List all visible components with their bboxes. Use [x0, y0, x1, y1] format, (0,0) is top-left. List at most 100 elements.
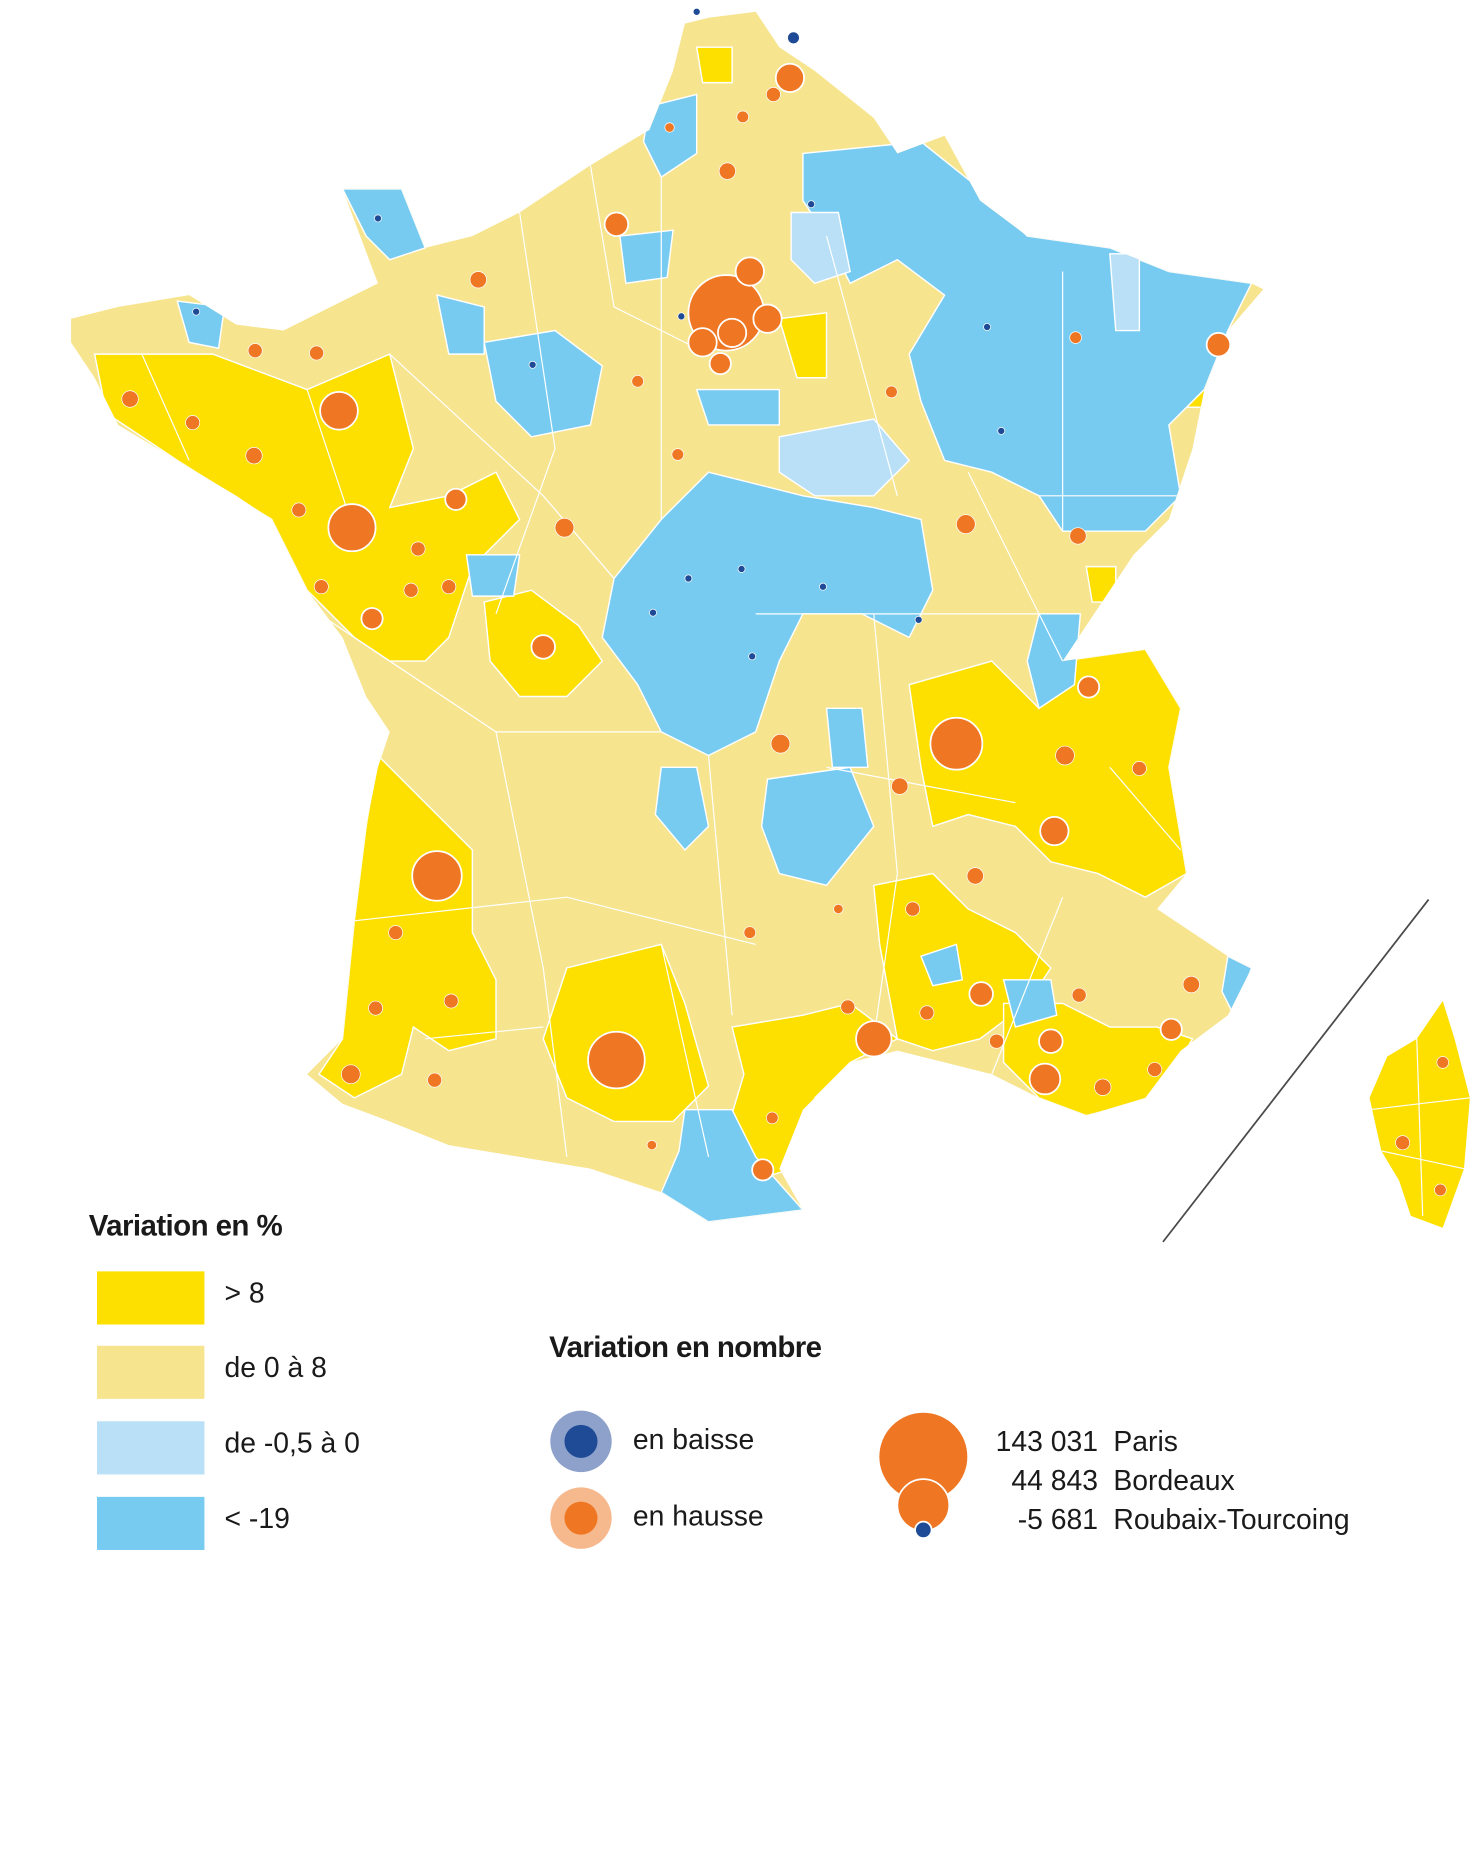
border	[1369, 1097, 1470, 1111]
legend-dot	[564, 1501, 598, 1535]
border	[354, 896, 756, 945]
city-circle	[968, 981, 994, 1007]
city-circle	[631, 375, 644, 388]
city-circle	[914, 615, 923, 624]
city-circle	[1038, 1028, 1064, 1054]
city-circle	[752, 303, 783, 334]
border	[495, 731, 568, 1157]
city-circle	[411, 850, 463, 902]
legend-swatch	[96, 1345, 205, 1399]
city-circle	[1069, 527, 1087, 545]
mainland	[71, 11, 1264, 1222]
region	[778, 312, 828, 379]
region	[660, 1108, 805, 1222]
city-circle	[1055, 745, 1075, 766]
city-circle	[833, 903, 844, 915]
city-circle	[313, 579, 329, 595]
city-circle	[1436, 1056, 1450, 1069]
legend-label: > 8	[224, 1277, 264, 1309]
city-circle	[1028, 1062, 1062, 1096]
city-circle	[736, 110, 749, 124]
city-circle	[751, 1158, 775, 1182]
city-circle	[341, 1064, 361, 1085]
city-circle	[327, 503, 377, 553]
city-circle	[687, 327, 718, 358]
legend-city: Roubaix-Tourcoing	[1113, 1504, 1349, 1536]
region	[317, 754, 497, 1099]
city-circle	[734, 256, 765, 287]
city-circle	[1077, 675, 1101, 699]
city-circle	[855, 1020, 893, 1058]
legend-label: en hausse	[633, 1501, 764, 1533]
city-circle	[905, 901, 921, 917]
city-circle	[1039, 816, 1070, 847]
region	[341, 188, 427, 261]
region	[695, 46, 733, 84]
city-circle	[554, 517, 575, 538]
region	[436, 294, 485, 355]
city-circle	[403, 582, 419, 598]
border	[425, 1026, 544, 1040]
city-circle	[1434, 1183, 1447, 1197]
border	[1381, 1150, 1465, 1170]
city-circle	[530, 634, 556, 660]
region	[1002, 979, 1058, 1028]
city-circle	[1094, 1078, 1112, 1096]
city-circle	[787, 31, 800, 45]
city-circle	[185, 415, 201, 431]
city-circle	[1159, 1017, 1183, 1041]
legend-label: en baisse	[633, 1424, 754, 1456]
city-circle	[1205, 332, 1232, 358]
city-circle	[718, 162, 736, 180]
region	[920, 943, 964, 987]
city-circle	[737, 565, 746, 573]
city-circle	[441, 579, 457, 595]
city-circle	[765, 87, 781, 102]
corsica-land	[1369, 1001, 1470, 1228]
legend-value: 143 031	[996, 1426, 1098, 1458]
region	[790, 211, 851, 285]
city-circle	[748, 652, 757, 661]
city-circle	[929, 716, 984, 771]
region	[695, 388, 781, 426]
city-circle	[1147, 1062, 1163, 1077]
legend-label: de -0,5 à 0	[224, 1427, 359, 1459]
region	[654, 766, 710, 851]
border	[967, 471, 1064, 662]
city-circle	[983, 323, 991, 331]
legend: Variation en % > 8 de 0 à 8 de -0,5 à 0 < -1…	[89, 1210, 1350, 1550]
city-circle	[807, 200, 816, 209]
city-circle	[388, 925, 404, 941]
border	[495, 212, 556, 615]
legend-swatch	[96, 1271, 205, 1325]
city-circle	[247, 343, 263, 359]
city-circle	[840, 999, 856, 1015]
city-circle	[121, 390, 139, 408]
city-circle	[649, 608, 657, 617]
france-map	[71, 7, 1470, 1228]
city-circle	[319, 391, 359, 431]
region	[465, 554, 521, 597]
border	[141, 353, 190, 461]
city-circle	[1069, 331, 1082, 344]
city-circle	[684, 574, 693, 583]
legend-label: de 0 à 8	[224, 1352, 326, 1384]
city-circle	[692, 7, 701, 16]
region	[642, 93, 698, 179]
city-circle	[309, 345, 325, 361]
corsica	[1369, 1001, 1470, 1228]
city-circle	[891, 777, 909, 795]
city-circle	[966, 867, 984, 885]
city-circle	[192, 307, 201, 316]
border	[825, 235, 898, 496]
city-circle	[245, 447, 263, 465]
city-circle	[677, 312, 686, 321]
city-circle	[770, 733, 791, 754]
city-circle	[708, 352, 732, 376]
region	[619, 229, 674, 285]
legend-value: 44 843	[1011, 1465, 1098, 1497]
border	[826, 766, 1016, 804]
city-circle	[374, 214, 382, 223]
city-circle	[1182, 975, 1200, 994]
